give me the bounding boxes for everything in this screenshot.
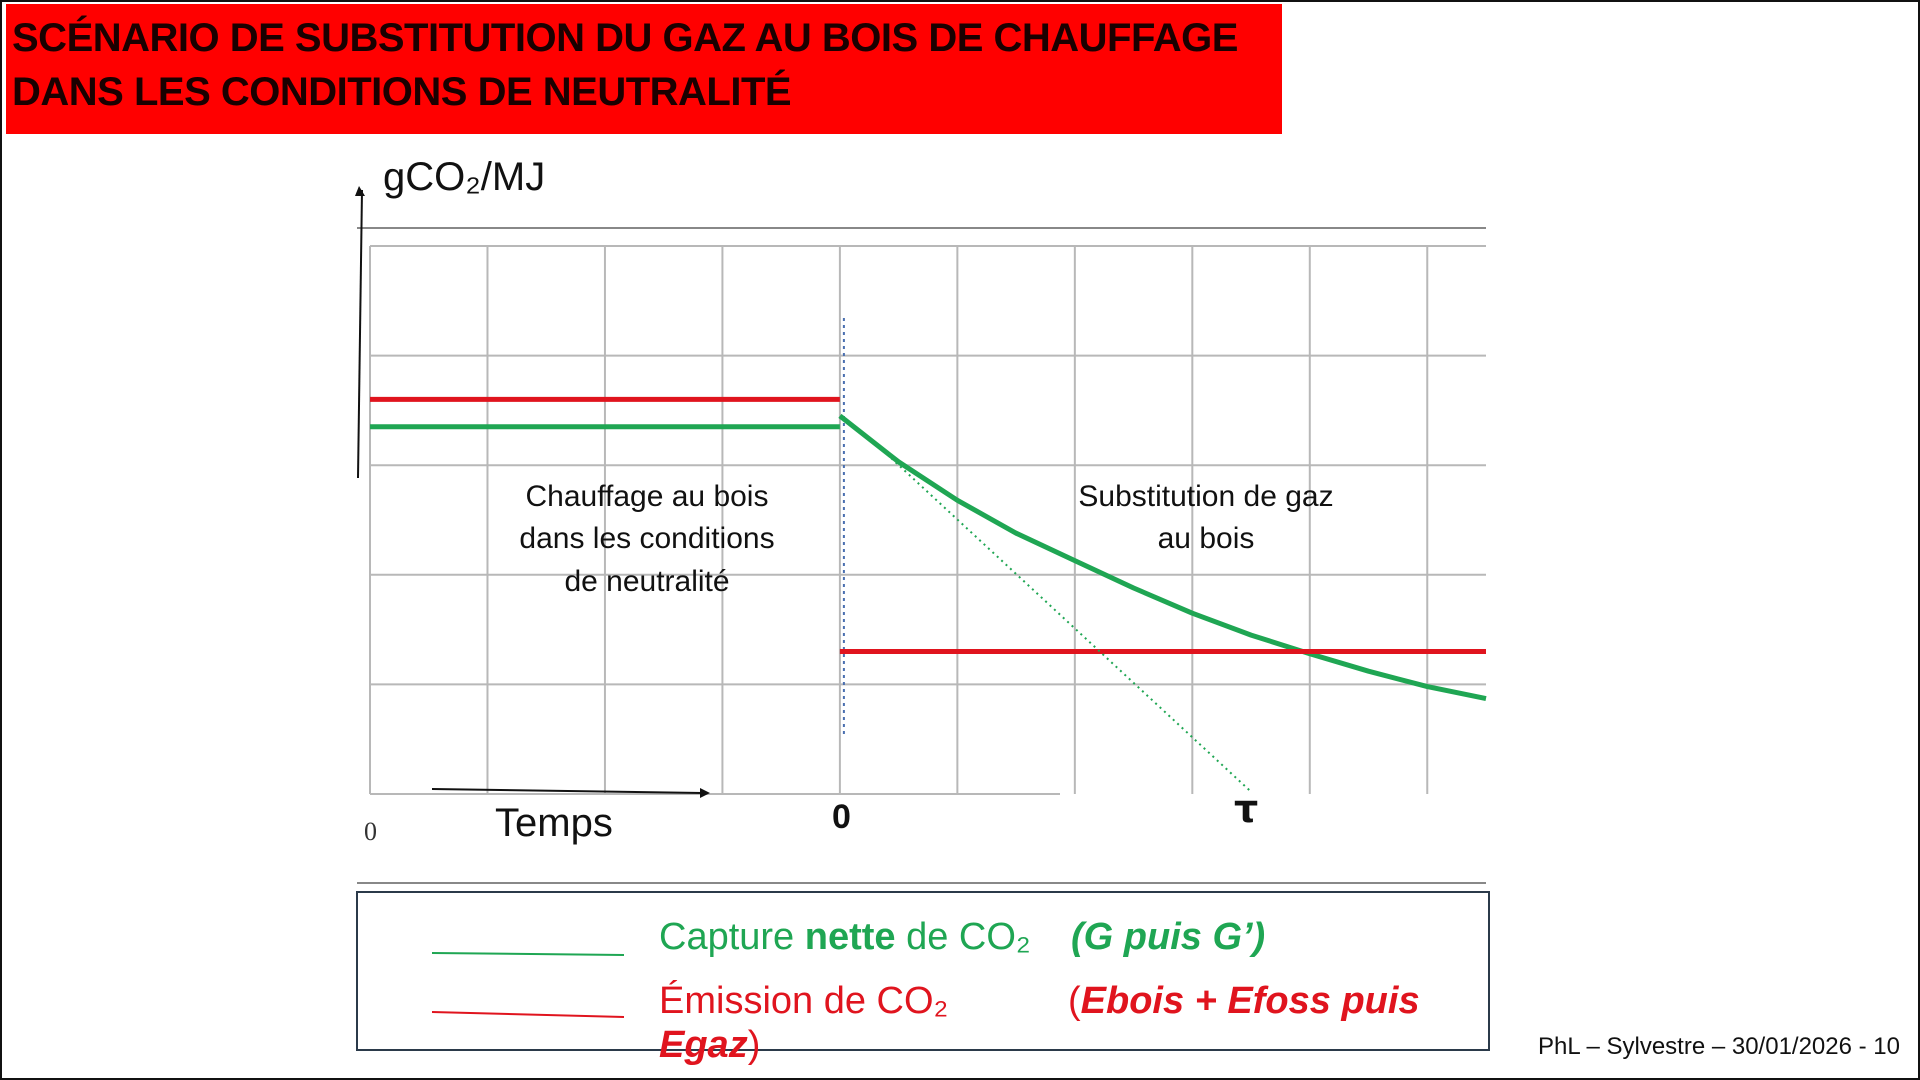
y-axis-arrowhead bbox=[355, 186, 365, 196]
legend-emission-formula-text: Ebois + Efoss puis bbox=[1080, 980, 1420, 1022]
legend-swatches bbox=[431, 952, 625, 1018]
legend-emission-paren-open: ( bbox=[1068, 980, 1081, 1022]
legend-emission-formula-cont: Egaz) bbox=[659, 1024, 760, 1067]
title-line-2: DANS LES CONDITIONS DE NEUTRALITÉ bbox=[12, 70, 792, 114]
legend-capture-swatch bbox=[431, 952, 625, 956]
chart-series bbox=[370, 396, 1487, 793]
time-arrow-head bbox=[700, 788, 710, 798]
tick-tau: τ bbox=[1234, 787, 1258, 831]
legend-capture-bold: nette bbox=[804, 916, 896, 958]
legend-emission-paren-close: ) bbox=[747, 1024, 761, 1066]
legend: Capture nette de CO₂ (G puis G’) Émissio… bbox=[356, 891, 1490, 1066]
legend-capture-label: Capture nette de CO₂ bbox=[659, 916, 1031, 959]
tick-zero: 0 bbox=[832, 798, 851, 836]
legend-capture-formula: (G puis G’) bbox=[1071, 916, 1266, 958]
region-line: Chauffage au bois bbox=[526, 480, 769, 513]
region-line: de neutralité bbox=[564, 565, 729, 598]
region-line: au bois bbox=[1158, 522, 1255, 555]
time-arrow-line bbox=[431, 788, 703, 794]
y-axis-label: gCO₂/MJ bbox=[383, 155, 545, 199]
legend-emission-formula-cont-text: Egaz bbox=[659, 1024, 748, 1066]
origin-label: 0 bbox=[364, 817, 377, 846]
legend-emission-formula: (Ebois + Efoss puis bbox=[1068, 980, 1420, 1023]
region-line: dans les conditions bbox=[519, 522, 774, 555]
legend-emission-label: Émission de CO₂ bbox=[659, 980, 949, 1022]
chart: gCO₂/MJ Temps 0 0 τ Chauffage au bois da… bbox=[355, 155, 1487, 884]
legend-emission-swatch bbox=[431, 1011, 625, 1018]
title-banner: SCÉNARIO DE SUBSTITUTION DU GAZ AU BOIS … bbox=[6, 4, 1282, 134]
capture-series-line bbox=[838, 413, 1487, 702]
slide-footer: PhL – Sylvestre – 30/01/2026 - 10 bbox=[1537, 1033, 1900, 1060]
region-line: Substitution de gaz bbox=[1078, 480, 1333, 513]
x-axis-label: Temps bbox=[495, 801, 613, 845]
legend-capture-suffix: de CO₂ bbox=[895, 916, 1031, 958]
legend-capture-prefix: Capture bbox=[659, 916, 805, 958]
region-label-neutralite: Chauffage au bois dans les conditions de… bbox=[519, 480, 774, 598]
y-axis-line bbox=[357, 189, 363, 479]
title-line-1: SCÉNARIO DE SUBSTITUTION DU GAZ AU BOIS … bbox=[12, 16, 1238, 60]
region-label-substitution: Substitution de gaz au bois bbox=[1078, 480, 1333, 555]
